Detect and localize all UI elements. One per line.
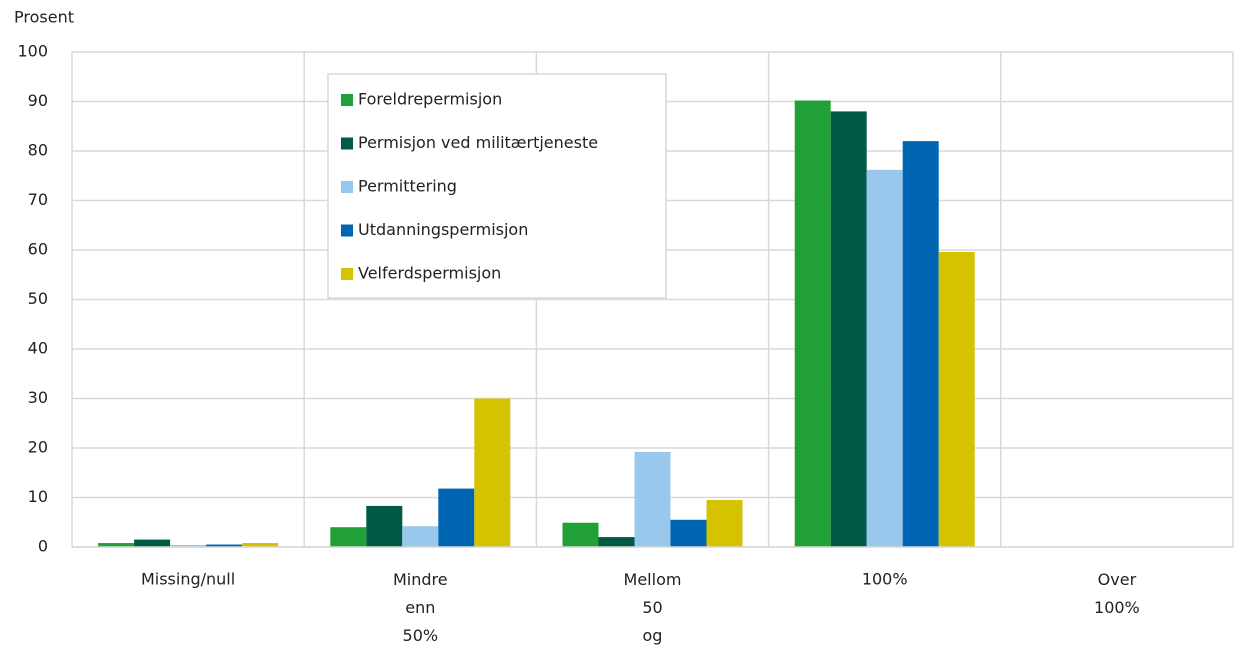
y-tick-label: 20 xyxy=(28,438,48,457)
bar xyxy=(902,141,939,547)
bar xyxy=(366,505,403,547)
bar xyxy=(402,526,439,547)
bar xyxy=(670,519,707,547)
legend-swatch xyxy=(341,181,353,193)
bar xyxy=(134,539,171,547)
bar xyxy=(242,543,279,547)
legend-label: Velferdspermisjon xyxy=(358,264,501,283)
bar xyxy=(474,398,511,547)
bar xyxy=(438,488,475,547)
y-tick-label: 10 xyxy=(28,487,48,506)
legend-box xyxy=(327,73,667,299)
y-tick-label: 60 xyxy=(28,240,48,259)
legend-swatch xyxy=(341,137,353,150)
bar xyxy=(562,522,599,547)
legend-swatch xyxy=(341,224,353,237)
y-tick-label: 100 xyxy=(17,42,48,61)
legend-label: Utdanningspermisjon xyxy=(358,220,528,239)
legend-swatch xyxy=(341,268,353,280)
y-tick-label: 80 xyxy=(28,141,48,160)
legend-swatch xyxy=(341,94,353,106)
bar xyxy=(98,543,135,547)
y-tick-label: 70 xyxy=(28,190,48,209)
bar xyxy=(330,527,367,547)
bar xyxy=(634,451,671,547)
x-tick-label: 100% xyxy=(862,570,908,589)
legend-label: Permisjon ved militærtjeneste xyxy=(358,133,598,152)
y-tick-label: 50 xyxy=(28,289,48,308)
legend-label: Permittering xyxy=(358,177,457,196)
bar xyxy=(938,251,975,548)
x-tick-label: Missing/null xyxy=(141,570,235,589)
bar xyxy=(206,544,243,547)
bar xyxy=(706,499,743,547)
y-tick-label: 90 xyxy=(28,91,48,110)
legend-label: Foreldrepermisjon xyxy=(358,90,502,109)
y-tick-label: 40 xyxy=(28,339,48,358)
y-tick-label: 0 xyxy=(38,537,48,556)
y-tick-label: 30 xyxy=(28,388,48,407)
bar xyxy=(598,537,635,547)
y-axis-label: Prosent xyxy=(14,8,74,27)
x-tick-label: Mindre enn 50% xyxy=(393,570,448,645)
x-tick-label: Over 100% xyxy=(1094,570,1140,617)
bar xyxy=(866,169,903,547)
bar xyxy=(170,545,207,547)
bar xyxy=(794,100,831,547)
bar xyxy=(830,111,867,548)
